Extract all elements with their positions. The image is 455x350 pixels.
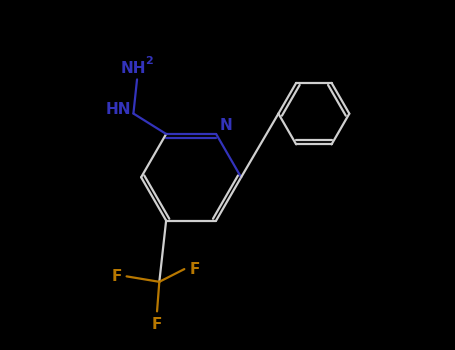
Text: NH: NH <box>121 61 146 76</box>
Text: F: F <box>111 269 122 284</box>
Text: F: F <box>189 261 199 276</box>
Text: HN: HN <box>106 103 131 117</box>
Text: N: N <box>220 118 233 133</box>
Text: 2: 2 <box>146 56 153 66</box>
Text: F: F <box>152 317 162 331</box>
